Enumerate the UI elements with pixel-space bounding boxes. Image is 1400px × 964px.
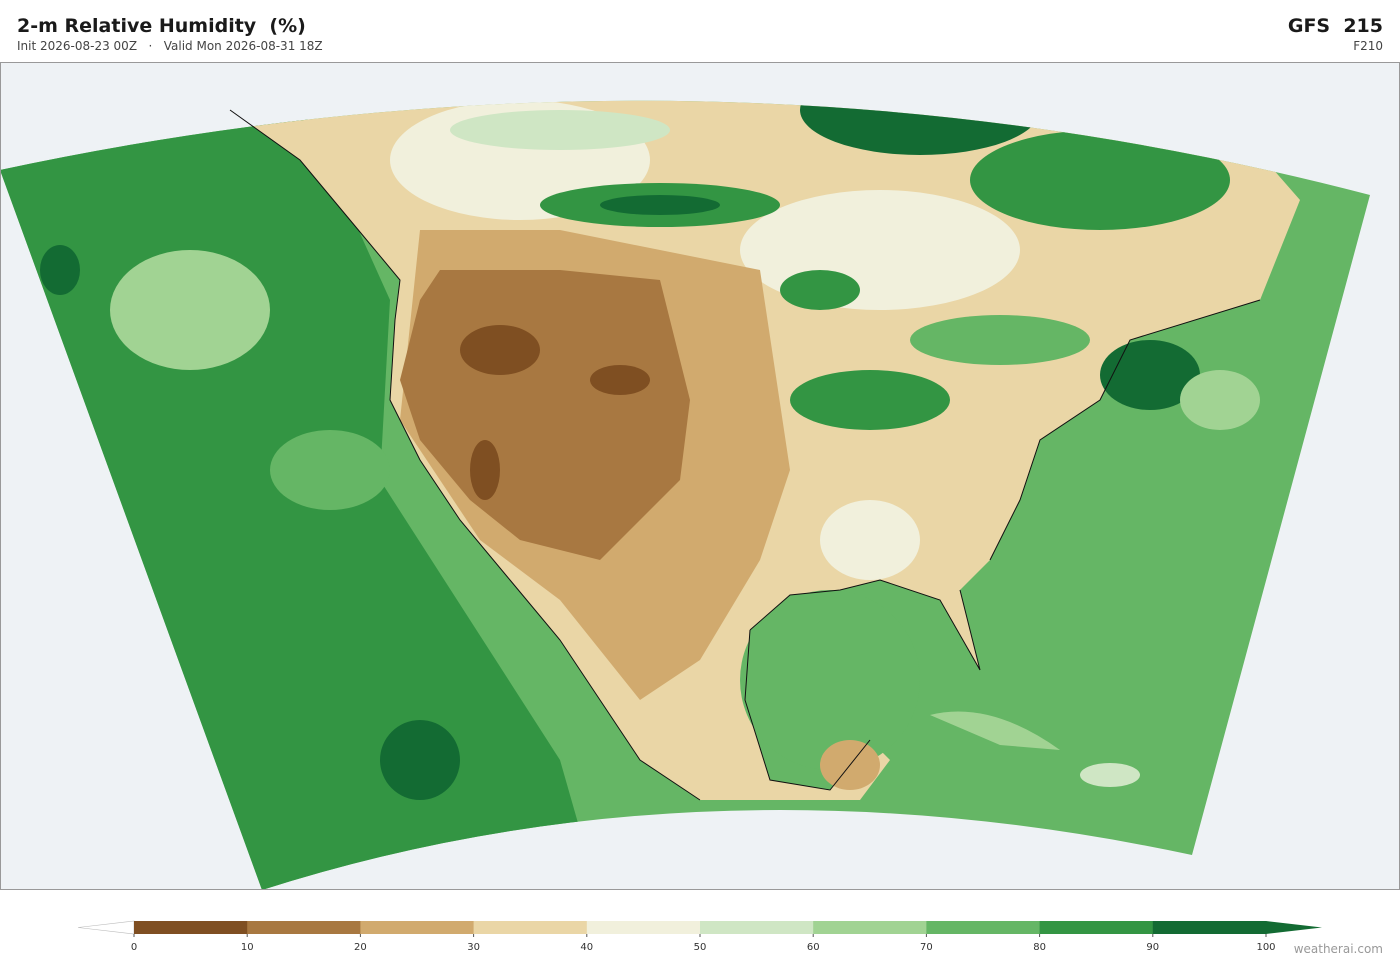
colorbar-segment [586,921,701,934]
colorbar-tick-label: 0 [131,942,137,953]
colorbar-segment [926,921,1041,934]
colorbar-tick-label: 20 [354,942,367,953]
humidity-field [0,100,1370,891]
colorbar-segment [700,921,814,934]
coastline [229,109,1261,801]
credit: weatherai.com [1293,942,1383,956]
colorbar-segment [473,921,588,934]
colorbar-segment [1039,921,1154,934]
colorbar-tick-label: 90 [1146,942,1159,953]
subtitle: Init 2026-08-23 00Z · Valid Mon 2026-08-… [17,39,323,53]
colorbar-tick-label: 10 [241,942,254,953]
model-label: GFS 215 [1287,15,1383,37]
colorbar-segment [134,921,248,934]
title: 2-m Relative Humidity (%) [17,15,306,37]
colorbar-tick-label: 50 [694,942,707,953]
colorbar-segment [1152,921,1267,934]
colorbar-tick-label: 40 [580,942,593,953]
colorbar-segment [813,921,927,934]
colorbar-over [1266,921,1322,934]
colorbar-segment [360,921,475,934]
colorbar-tick-label: 60 [807,942,820,953]
colorbar-tick-label: 70 [920,942,933,953]
colorbar-under [77,920,135,935]
forecast-hour: F210 [1353,39,1383,53]
colorbar-segment [247,921,361,934]
colorbar-tick-label: 100 [1256,942,1275,953]
colorbar: 0 10 20 30 40 50 60 70 80 90 100 [77,920,1322,953]
colorbar-tick-label: 30 [467,942,480,953]
colorbar-tick-label: 80 [1033,942,1046,953]
